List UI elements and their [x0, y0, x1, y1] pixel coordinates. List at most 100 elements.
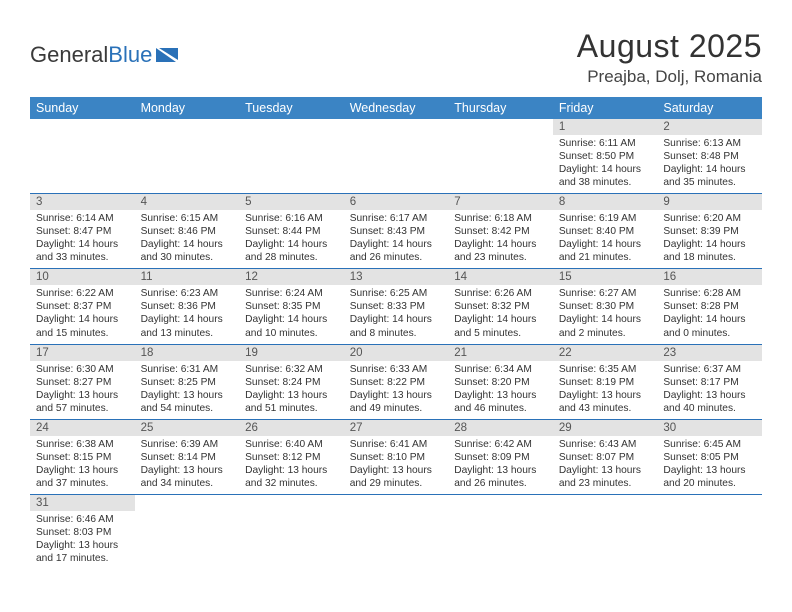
day-details: Sunrise: 6:41 AMSunset: 8:10 PMDaylight:…: [344, 436, 449, 494]
day-details: Sunrise: 6:26 AMSunset: 8:32 PMDaylight:…: [448, 285, 553, 343]
calendar-week-row: 10Sunrise: 6:22 AMSunset: 8:37 PMDayligh…: [30, 269, 762, 344]
day-number: 21: [448, 345, 553, 361]
day-details: Sunrise: 6:24 AMSunset: 8:35 PMDaylight:…: [239, 285, 344, 343]
page-header: GeneralBlue August 2025 Preajba, Dolj, R…: [30, 28, 762, 87]
weekday-header: Thursday: [448, 97, 553, 119]
day-number: 30: [657, 420, 762, 436]
weekday-header: Monday: [135, 97, 240, 119]
day-number: 18: [135, 345, 240, 361]
day-number: 7: [448, 194, 553, 210]
day-details: Sunrise: 6:46 AMSunset: 8:03 PMDaylight:…: [30, 511, 135, 569]
calendar-table: SundayMondayTuesdayWednesdayThursdayFrid…: [30, 97, 762, 569]
day-number: 10: [30, 269, 135, 285]
day-number: 22: [553, 345, 658, 361]
weekday-header: Saturday: [657, 97, 762, 119]
calendar-week-row: 24Sunrise: 6:38 AMSunset: 8:15 PMDayligh…: [30, 419, 762, 494]
day-number: 2: [657, 119, 762, 135]
calendar-week-row: 17Sunrise: 6:30 AMSunset: 8:27 PMDayligh…: [30, 344, 762, 419]
day-details: Sunrise: 6:20 AMSunset: 8:39 PMDaylight:…: [657, 210, 762, 268]
day-details: Sunrise: 6:43 AMSunset: 8:07 PMDaylight:…: [553, 436, 658, 494]
calendar-day-cell: 29Sunrise: 6:43 AMSunset: 8:07 PMDayligh…: [553, 419, 658, 494]
day-details: Sunrise: 6:23 AMSunset: 8:36 PMDaylight:…: [135, 285, 240, 343]
day-details: Sunrise: 6:25 AMSunset: 8:33 PMDaylight:…: [344, 285, 449, 343]
calendar-empty-cell: [135, 494, 240, 569]
day-details: Sunrise: 6:17 AMSunset: 8:43 PMDaylight:…: [344, 210, 449, 268]
day-number: 1: [553, 119, 658, 135]
calendar-day-cell: 16Sunrise: 6:28 AMSunset: 8:28 PMDayligh…: [657, 269, 762, 344]
weekday-header: Sunday: [30, 97, 135, 119]
weekday-header: Friday: [553, 97, 658, 119]
calendar-week-row: 3Sunrise: 6:14 AMSunset: 8:47 PMDaylight…: [30, 194, 762, 269]
day-number: 12: [239, 269, 344, 285]
day-details: Sunrise: 6:39 AMSunset: 8:14 PMDaylight:…: [135, 436, 240, 494]
month-title: August 2025: [577, 28, 762, 65]
calendar-day-cell: 2Sunrise: 6:13 AMSunset: 8:48 PMDaylight…: [657, 119, 762, 194]
weekday-header-row: SundayMondayTuesdayWednesdayThursdayFrid…: [30, 97, 762, 119]
logo-text-gray: General: [30, 42, 108, 68]
day-details: Sunrise: 6:15 AMSunset: 8:46 PMDaylight:…: [135, 210, 240, 268]
calendar-day-cell: 1Sunrise: 6:11 AMSunset: 8:50 PMDaylight…: [553, 119, 658, 194]
calendar-day-cell: 6Sunrise: 6:17 AMSunset: 8:43 PMDaylight…: [344, 194, 449, 269]
calendar-day-cell: 20Sunrise: 6:33 AMSunset: 8:22 PMDayligh…: [344, 344, 449, 419]
calendar-empty-cell: [553, 494, 658, 569]
calendar-day-cell: 7Sunrise: 6:18 AMSunset: 8:42 PMDaylight…: [448, 194, 553, 269]
day-details: Sunrise: 6:11 AMSunset: 8:50 PMDaylight:…: [553, 135, 658, 193]
calendar-empty-cell: [344, 119, 449, 194]
calendar-empty-cell: [657, 494, 762, 569]
calendar-day-cell: 5Sunrise: 6:16 AMSunset: 8:44 PMDaylight…: [239, 194, 344, 269]
day-details: Sunrise: 6:30 AMSunset: 8:27 PMDaylight:…: [30, 361, 135, 419]
day-details: Sunrise: 6:28 AMSunset: 8:28 PMDaylight:…: [657, 285, 762, 343]
day-number: 14: [448, 269, 553, 285]
day-number: 8: [553, 194, 658, 210]
calendar-day-cell: 9Sunrise: 6:20 AMSunset: 8:39 PMDaylight…: [657, 194, 762, 269]
day-details: Sunrise: 6:16 AMSunset: 8:44 PMDaylight:…: [239, 210, 344, 268]
calendar-day-cell: 23Sunrise: 6:37 AMSunset: 8:17 PMDayligh…: [657, 344, 762, 419]
calendar-week-row: 31Sunrise: 6:46 AMSunset: 8:03 PMDayligh…: [30, 494, 762, 569]
day-number: 4: [135, 194, 240, 210]
day-number: 24: [30, 420, 135, 436]
calendar-day-cell: 13Sunrise: 6:25 AMSunset: 8:33 PMDayligh…: [344, 269, 449, 344]
title-block: August 2025 Preajba, Dolj, Romania: [577, 28, 762, 87]
day-details: Sunrise: 6:35 AMSunset: 8:19 PMDaylight:…: [553, 361, 658, 419]
calendar-week-row: 1Sunrise: 6:11 AMSunset: 8:50 PMDaylight…: [30, 119, 762, 194]
day-details: Sunrise: 6:34 AMSunset: 8:20 PMDaylight:…: [448, 361, 553, 419]
day-number: 13: [344, 269, 449, 285]
calendar-page: GeneralBlue August 2025 Preajba, Dolj, R…: [0, 0, 792, 589]
day-number: 28: [448, 420, 553, 436]
day-number: 23: [657, 345, 762, 361]
day-details: Sunrise: 6:37 AMSunset: 8:17 PMDaylight:…: [657, 361, 762, 419]
calendar-day-cell: 19Sunrise: 6:32 AMSunset: 8:24 PMDayligh…: [239, 344, 344, 419]
calendar-day-cell: 26Sunrise: 6:40 AMSunset: 8:12 PMDayligh…: [239, 419, 344, 494]
day-number: 29: [553, 420, 658, 436]
calendar-day-cell: 12Sunrise: 6:24 AMSunset: 8:35 PMDayligh…: [239, 269, 344, 344]
day-details: Sunrise: 6:40 AMSunset: 8:12 PMDaylight:…: [239, 436, 344, 494]
day-details: Sunrise: 6:33 AMSunset: 8:22 PMDaylight:…: [344, 361, 449, 419]
calendar-empty-cell: [344, 494, 449, 569]
day-details: Sunrise: 6:18 AMSunset: 8:42 PMDaylight:…: [448, 210, 553, 268]
day-number: 25: [135, 420, 240, 436]
calendar-day-cell: 30Sunrise: 6:45 AMSunset: 8:05 PMDayligh…: [657, 419, 762, 494]
calendar-day-cell: 14Sunrise: 6:26 AMSunset: 8:32 PMDayligh…: [448, 269, 553, 344]
day-number: 11: [135, 269, 240, 285]
day-details: Sunrise: 6:38 AMSunset: 8:15 PMDaylight:…: [30, 436, 135, 494]
day-details: Sunrise: 6:19 AMSunset: 8:40 PMDaylight:…: [553, 210, 658, 268]
day-details: Sunrise: 6:13 AMSunset: 8:48 PMDaylight:…: [657, 135, 762, 193]
calendar-day-cell: 3Sunrise: 6:14 AMSunset: 8:47 PMDaylight…: [30, 194, 135, 269]
calendar-empty-cell: [239, 494, 344, 569]
calendar-day-cell: 15Sunrise: 6:27 AMSunset: 8:30 PMDayligh…: [553, 269, 658, 344]
calendar-day-cell: 18Sunrise: 6:31 AMSunset: 8:25 PMDayligh…: [135, 344, 240, 419]
day-number: 6: [344, 194, 449, 210]
day-number: 20: [344, 345, 449, 361]
calendar-day-cell: 27Sunrise: 6:41 AMSunset: 8:10 PMDayligh…: [344, 419, 449, 494]
logo-text-blue: Blue: [108, 42, 152, 68]
calendar-day-cell: 25Sunrise: 6:39 AMSunset: 8:14 PMDayligh…: [135, 419, 240, 494]
day-number: 31: [30, 495, 135, 511]
calendar-day-cell: 22Sunrise: 6:35 AMSunset: 8:19 PMDayligh…: [553, 344, 658, 419]
weekday-header: Tuesday: [239, 97, 344, 119]
calendar-day-cell: 21Sunrise: 6:34 AMSunset: 8:20 PMDayligh…: [448, 344, 553, 419]
calendar-empty-cell: [448, 494, 553, 569]
calendar-empty-cell: [30, 119, 135, 194]
day-number: 9: [657, 194, 762, 210]
calendar-day-cell: 28Sunrise: 6:42 AMSunset: 8:09 PMDayligh…: [448, 419, 553, 494]
day-number: 15: [553, 269, 658, 285]
